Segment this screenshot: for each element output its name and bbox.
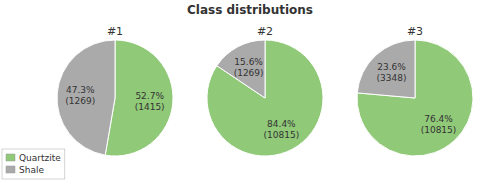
slice <box>217 40 265 98</box>
legend-frame <box>2 149 65 179</box>
data-label: 52.7% <box>135 91 164 101</box>
count-label: (1269) <box>234 68 264 78</box>
count-label: (10815) <box>421 125 457 135</box>
data-label: 15.6% <box>234 57 263 67</box>
count-label: (3348) <box>377 73 407 83</box>
slice <box>207 40 323 156</box>
subtitle: #2 <box>257 25 273 38</box>
data-label: 76.4% <box>424 114 453 124</box>
title: Class distributions <box>187 3 313 17</box>
subtitle: #1 <box>107 25 123 38</box>
subtitle: #3 <box>407 25 423 38</box>
count-label: (10815) <box>264 130 300 140</box>
legend-label: Quartzite <box>19 153 61 163</box>
legend-swatch <box>6 154 15 161</box>
data-label: 84.4% <box>267 119 296 129</box>
pie: 84.4%(10815) 15.6%(1269) <box>207 40 323 156</box>
legend-label: Shale <box>19 165 44 175</box>
slice <box>357 40 415 98</box>
slice <box>57 40 115 155</box>
legend-swatch <box>6 166 15 173</box>
pie: 52.7%(1415) 47.3%(1269) <box>57 40 173 156</box>
pie: 76.4%(10815) 23.6%(3348) <box>357 40 473 156</box>
slice <box>357 40 473 156</box>
legend: Quartzite Shale <box>2 149 65 179</box>
count-label: (1415) <box>135 102 165 112</box>
data-label: 23.6% <box>377 62 406 72</box>
chart: Class distributions52.7%(1415)47.3%(1269… <box>0 0 500 181</box>
count-label: (1269) <box>65 96 95 106</box>
data-label: 47.3% <box>66 85 95 95</box>
